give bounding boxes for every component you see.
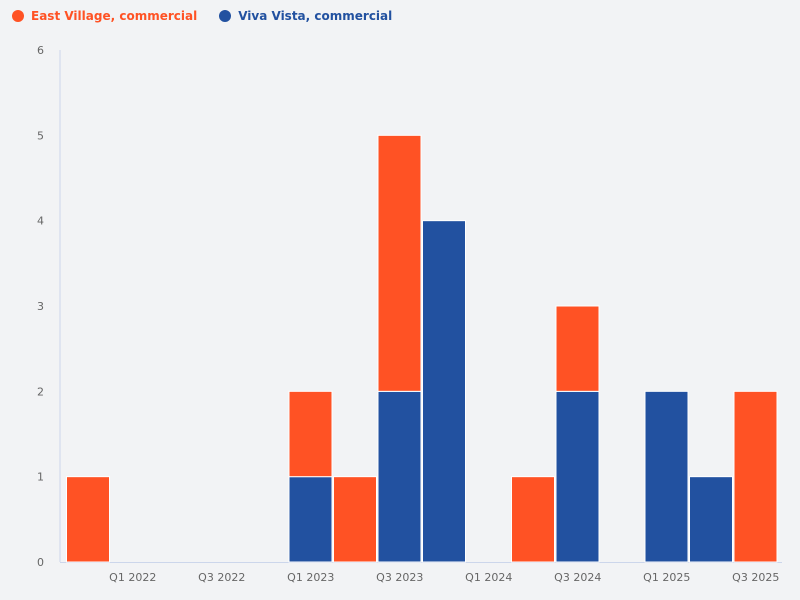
y-tick-label: 0 (37, 556, 44, 569)
y-tick-label: 1 (37, 471, 44, 484)
x-tick-label: Q1 2022 (109, 571, 156, 584)
legend-label-viva-vista: Viva Vista, commercial (238, 9, 393, 23)
x-tick-label: Q1 2023 (287, 571, 334, 584)
legend-item-east-village[interactable]: East Village, commercial (12, 9, 197, 23)
legend-dot-east-village (12, 10, 24, 22)
bar-viva-vista-q3-2024 (555, 390, 600, 563)
bar-east-village-q3-2025 (733, 390, 778, 563)
y-tick-label: 5 (37, 129, 44, 142)
x-tick-label: Q1 2025 (643, 571, 690, 584)
bar-east-village-q2-2024 (511, 476, 555, 563)
bar-east-village-q3-2023 (377, 134, 422, 392)
bar-east-village-q2-2023 (333, 476, 377, 563)
legend-label-east-village: East Village, commercial (31, 9, 198, 23)
bar-viva-vista-q1-2025 (644, 390, 689, 563)
bar-viva-vista-q3-2023 (377, 390, 422, 563)
bar-east-village-q1-2023 (288, 390, 333, 478)
x-tick-label: Q3 2023 (376, 571, 423, 584)
x-tick-label: Q3 2024 (554, 571, 601, 584)
y-tick-label: 3 (37, 300, 44, 313)
x-tick-label: Q1 2024 (465, 571, 512, 584)
legend: East Village, commercial Viva Vista, com… (12, 9, 392, 23)
x-tick-label: Q3 2022 (198, 571, 245, 584)
bar-east-village-q4-2021 (66, 476, 110, 563)
y-tick-label: 6 (37, 44, 44, 57)
y-tick-label: 2 (37, 385, 44, 398)
legend-dot-viva-vista (219, 10, 232, 22)
y-tick-label: 4 (37, 215, 44, 228)
bar-viva-vista-q4-2023 (422, 220, 466, 563)
legend-item-viva-vista[interactable]: Viva Vista, commercial (219, 9, 392, 23)
bar-east-village-q3-2024 (555, 305, 600, 392)
bar-viva-vista-q1-2023 (288, 476, 333, 563)
bar-viva-vista-q2-2025 (689, 476, 733, 563)
x-tick-label: Q3 2025 (732, 571, 779, 584)
